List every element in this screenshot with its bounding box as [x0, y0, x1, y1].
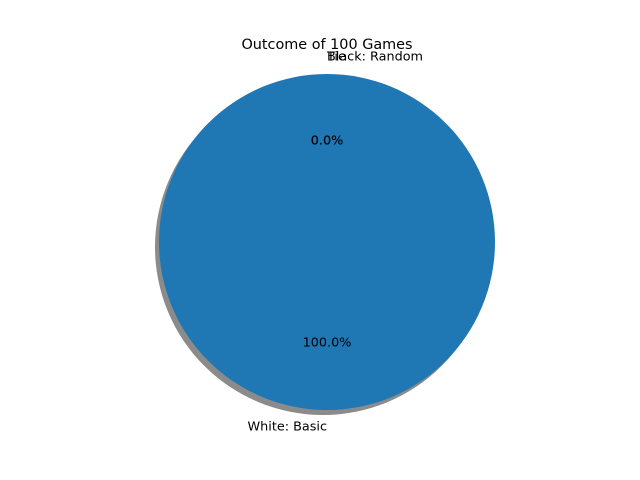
slice-percent-tie: 0.0%	[311, 134, 344, 149]
slice-percent-white-basic: 100.0%	[303, 335, 352, 350]
slice-label-white-basic: White: Basic	[248, 419, 327, 434]
slice-percent-black-random: 0.0%	[311, 134, 344, 149]
slice-label-tie: Tie	[326, 50, 346, 65]
chart-title: Outcome of 100 Games	[241, 37, 412, 53]
slice-label-black-random: Black: Random	[327, 50, 423, 65]
pie-slice-white-basic	[159, 74, 495, 410]
pie-slices	[159, 74, 495, 410]
